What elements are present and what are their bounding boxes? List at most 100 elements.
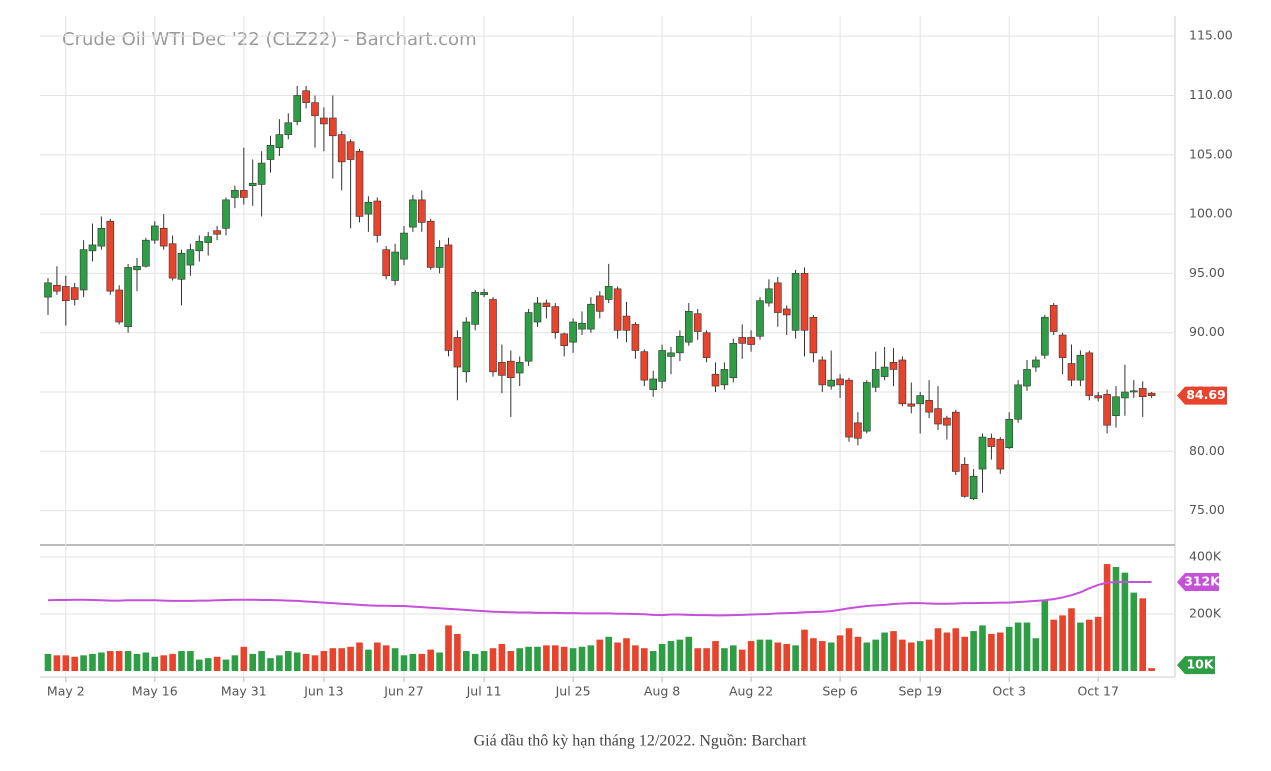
volume-bar [285,651,292,671]
candle-body [61,286,70,301]
y-tick-label: 100.00 [1189,206,1233,221]
candle-body [613,288,622,331]
volume-bar [445,625,452,671]
volume-bar [605,636,612,671]
candle-body [364,201,373,215]
candle-body [809,316,818,354]
y-tick-label: 75.00 [1189,502,1225,517]
candle-body [435,246,444,268]
candle-body [248,182,257,186]
x-tick-label: Aug 8 [644,684,680,699]
candle-body [70,287,79,300]
candle-body [756,300,764,337]
candle-body [1032,359,1040,368]
y-tick-label: 105.00 [1189,146,1233,161]
candle-body [854,422,862,439]
candle-body [1085,352,1094,396]
volume-bar [1112,566,1120,671]
volume-bar [560,646,568,671]
candle-body [693,313,702,332]
candle-body [177,252,186,280]
volume-bar [1032,638,1040,671]
candle-body [480,292,488,296]
volume-bar [151,656,159,671]
volume-bar [1023,622,1031,671]
volume-bar [694,648,701,671]
volume-badge-bg [1177,656,1215,675]
volume-bar [712,641,719,671]
volume-bar [827,642,835,671]
volume-bar [997,632,1004,671]
candle-body [1147,392,1156,396]
candle-body [658,350,666,382]
volume-bar [293,652,301,671]
candle-body [711,373,720,387]
volume-bar [988,633,995,671]
candle-body [845,379,853,438]
volume-bar [765,639,773,671]
x-tick-label: Jul 25 [555,684,591,699]
candle-body [800,273,809,331]
volume-bar [107,651,114,671]
volume-bar [329,648,337,671]
volume-bar [1094,616,1102,671]
caption: Giá dầu thô kỳ hạn tháng 12/2022. Nguồn:… [474,733,807,750]
volume-bar [213,656,221,671]
volume-bar [943,632,951,671]
volume-bar [507,651,515,671]
candle-body [337,134,346,163]
candle-body [293,95,302,122]
last-price-badge: 84.69 [1186,387,1226,402]
candle-body [382,249,391,277]
candle-body [320,117,328,125]
volume-bar [543,645,550,671]
volume-bar [916,641,924,671]
candle-body [960,464,969,497]
volume-bar [552,645,559,671]
candle-body [943,417,951,426]
candle-body [569,321,577,343]
candle-body [720,369,729,386]
volume-bar [124,651,132,671]
volume-bar [89,653,96,671]
candle-body [622,315,631,331]
candle-body [266,144,275,160]
candle-body [222,199,230,229]
volume-bar [641,648,648,671]
candle-body [417,199,426,223]
candle-body [907,403,916,407]
volume-bar [952,628,960,671]
volume-bar [1068,608,1075,671]
candle-body [168,243,177,279]
x-tick-label: Oct 3 [992,684,1026,699]
candle-body [506,360,515,379]
volume-bar [133,653,141,671]
volume-bar [783,643,790,671]
volume-bar [899,639,906,671]
candle-body [987,437,996,447]
y-tick-label: 90.00 [1189,324,1225,339]
candle-body [1005,418,1014,449]
volume-bar [738,649,746,671]
candle-body [275,134,284,148]
volume-bar [676,639,684,671]
volume-bar [721,648,728,671]
volume-bar [863,642,871,671]
candle-body [373,200,382,236]
candle-body [765,288,773,304]
candle-body [515,362,524,374]
y-tick-label: 110.00 [1189,87,1233,102]
candle-body [551,306,560,333]
candle-body [462,321,471,373]
candle-body [578,322,586,330]
candle-body [604,286,613,300]
candle-body [284,122,293,135]
volume-bar [587,645,595,671]
candle-body [951,411,960,472]
candle-body [231,190,239,198]
candle-body [426,220,435,268]
volume-bar [427,649,434,671]
volume-bar [320,651,328,671]
candle-body [1094,395,1102,399]
volume-bar [970,631,977,671]
